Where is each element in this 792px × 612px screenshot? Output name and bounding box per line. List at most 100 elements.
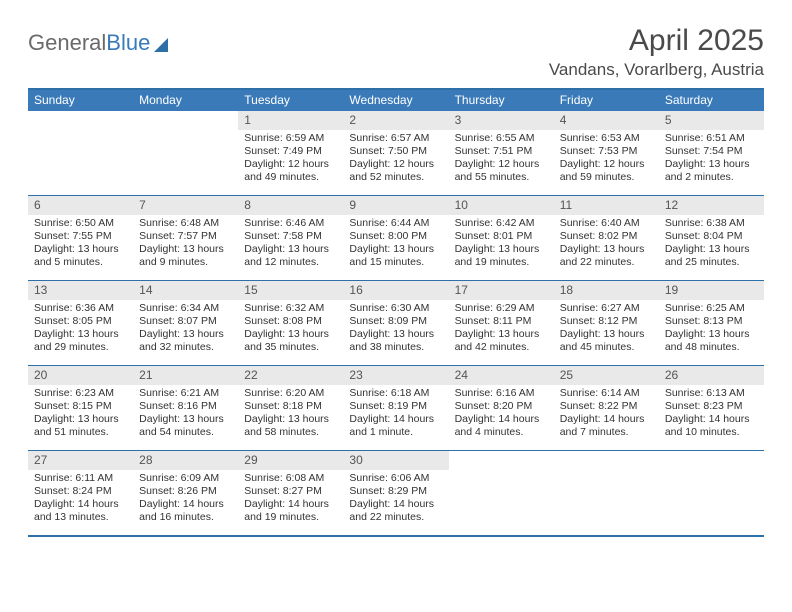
sunset-text: Sunset: 7:53 PM [560,145,653,158]
calendar-page: GeneralBlue April 2025 Vandans, Vorarlbe… [0,0,792,537]
daylight-text: Daylight: 13 hours and 5 minutes. [34,243,127,269]
daylight-text: Daylight: 13 hours and 2 minutes. [665,158,758,184]
sunrise-text: Sunrise: 6:44 AM [349,217,442,230]
day-number: 29 [238,451,343,470]
sunset-text: Sunset: 8:07 PM [139,315,232,328]
daylight-text: Daylight: 13 hours and 51 minutes. [34,413,127,439]
sunrise-text: Sunrise: 6:23 AM [34,387,127,400]
day-cell: 9Sunrise: 6:44 AMSunset: 8:00 PMDaylight… [343,196,448,280]
day-body: Sunrise: 6:16 AMSunset: 8:20 PMDaylight:… [449,385,554,443]
day-number: 5 [659,111,764,130]
day-body: Sunrise: 6:09 AMSunset: 8:26 PMDaylight:… [133,470,238,528]
sunset-text: Sunset: 8:24 PM [34,485,127,498]
day-number: 1 [238,111,343,130]
logo-triangle-icon [154,38,168,52]
day-number: 3 [449,111,554,130]
sunrise-text: Sunrise: 6:40 AM [560,217,653,230]
sunset-text: Sunset: 8:02 PM [560,230,653,243]
calendar-table: Sunday Monday Tuesday Wednesday Thursday… [28,88,764,537]
day-cell: 2Sunrise: 6:57 AMSunset: 7:50 PMDaylight… [343,111,448,195]
daylight-text: Daylight: 13 hours and 25 minutes. [665,243,758,269]
page-header: GeneralBlue April 2025 Vandans, Vorarlbe… [28,24,764,80]
daylight-text: Daylight: 13 hours and 45 minutes. [560,328,653,354]
sunset-text: Sunset: 8:27 PM [244,485,337,498]
dow-saturday: Saturday [659,90,764,111]
day-cell: 29Sunrise: 6:08 AMSunset: 8:27 PMDayligh… [238,451,343,535]
daylight-text: Daylight: 13 hours and 12 minutes. [244,243,337,269]
daylight-text: Daylight: 12 hours and 59 minutes. [560,158,653,184]
logo-part2: Blue [106,30,150,55]
day-number: 20 [28,366,133,385]
sunset-text: Sunset: 8:09 PM [349,315,442,328]
week-row: 27Sunrise: 6:11 AMSunset: 8:24 PMDayligh… [28,450,764,535]
day-number: 18 [554,281,659,300]
day-number: 28 [133,451,238,470]
day-number: 19 [659,281,764,300]
day-cell: 24Sunrise: 6:16 AMSunset: 8:20 PMDayligh… [449,366,554,450]
day-of-week-header: Sunday Monday Tuesday Wednesday Thursday… [28,90,764,111]
day-cell: 8Sunrise: 6:46 AMSunset: 7:58 PMDaylight… [238,196,343,280]
day-cell: 16Sunrise: 6:30 AMSunset: 8:09 PMDayligh… [343,281,448,365]
day-number: 11 [554,196,659,215]
day-number: 24 [449,366,554,385]
day-number: 9 [343,196,448,215]
day-number: 2 [343,111,448,130]
day-body: Sunrise: 6:36 AMSunset: 8:05 PMDaylight:… [28,300,133,358]
sunset-text: Sunset: 8:15 PM [34,400,127,413]
sunset-text: Sunset: 8:23 PM [665,400,758,413]
day-number: 7 [133,196,238,215]
day-cell: 6Sunrise: 6:50 AMSunset: 7:55 PMDaylight… [28,196,133,280]
day-cell: 25Sunrise: 6:14 AMSunset: 8:22 PMDayligh… [554,366,659,450]
day-body: Sunrise: 6:40 AMSunset: 8:02 PMDaylight:… [554,215,659,273]
sunset-text: Sunset: 8:11 PM [455,315,548,328]
day-cell: 26Sunrise: 6:13 AMSunset: 8:23 PMDayligh… [659,366,764,450]
sunrise-text: Sunrise: 6:50 AM [34,217,127,230]
day-number: 16 [343,281,448,300]
day-cell: 3Sunrise: 6:55 AMSunset: 7:51 PMDaylight… [449,111,554,195]
day-number: 30 [343,451,448,470]
dow-wednesday: Wednesday [343,90,448,111]
daylight-text: Daylight: 14 hours and 13 minutes. [34,498,127,524]
day-body: Sunrise: 6:42 AMSunset: 8:01 PMDaylight:… [449,215,554,273]
day-cell: 27Sunrise: 6:11 AMSunset: 8:24 PMDayligh… [28,451,133,535]
sunrise-text: Sunrise: 6:53 AM [560,132,653,145]
day-body: Sunrise: 6:06 AMSunset: 8:29 PMDaylight:… [343,470,448,528]
sunset-text: Sunset: 7:57 PM [139,230,232,243]
dow-sunday: Sunday [28,90,133,111]
sunrise-text: Sunrise: 6:13 AM [665,387,758,400]
sunrise-text: Sunrise: 6:06 AM [349,472,442,485]
day-number: 13 [28,281,133,300]
sunset-text: Sunset: 7:50 PM [349,145,442,158]
daylight-text: Daylight: 13 hours and 15 minutes. [349,243,442,269]
sunset-text: Sunset: 8:13 PM [665,315,758,328]
sunset-text: Sunset: 8:19 PM [349,400,442,413]
dow-tuesday: Tuesday [238,90,343,111]
day-number: 17 [449,281,554,300]
sunrise-text: Sunrise: 6:36 AM [34,302,127,315]
daylight-text: Daylight: 13 hours and 48 minutes. [665,328,758,354]
day-body: Sunrise: 6:18 AMSunset: 8:19 PMDaylight:… [343,385,448,443]
sunset-text: Sunset: 8:16 PM [139,400,232,413]
sunset-text: Sunset: 8:01 PM [455,230,548,243]
day-body: Sunrise: 6:57 AMSunset: 7:50 PMDaylight:… [343,130,448,188]
day-cell: 10Sunrise: 6:42 AMSunset: 8:01 PMDayligh… [449,196,554,280]
day-body: Sunrise: 6:38 AMSunset: 8:04 PMDaylight:… [659,215,764,273]
logo-text: GeneralBlue [28,30,150,56]
sunrise-text: Sunrise: 6:25 AM [665,302,758,315]
daylight-text: Daylight: 14 hours and 16 minutes. [139,498,232,524]
daylight-text: Daylight: 13 hours and 35 minutes. [244,328,337,354]
sunset-text: Sunset: 8:29 PM [349,485,442,498]
sunset-text: Sunset: 8:05 PM [34,315,127,328]
sunset-text: Sunset: 7:49 PM [244,145,337,158]
week-row: 13Sunrise: 6:36 AMSunset: 8:05 PMDayligh… [28,280,764,365]
logo-part1: General [28,30,106,55]
day-cell: 13Sunrise: 6:36 AMSunset: 8:05 PMDayligh… [28,281,133,365]
day-body: Sunrise: 6:13 AMSunset: 8:23 PMDaylight:… [659,385,764,443]
daylight-text: Daylight: 12 hours and 49 minutes. [244,158,337,184]
sunrise-text: Sunrise: 6:30 AM [349,302,442,315]
sunset-text: Sunset: 8:04 PM [665,230,758,243]
day-number: 12 [659,196,764,215]
day-body: Sunrise: 6:46 AMSunset: 7:58 PMDaylight:… [238,215,343,273]
day-body: Sunrise: 6:32 AMSunset: 8:08 PMDaylight:… [238,300,343,358]
day-body: Sunrise: 6:29 AMSunset: 8:11 PMDaylight:… [449,300,554,358]
